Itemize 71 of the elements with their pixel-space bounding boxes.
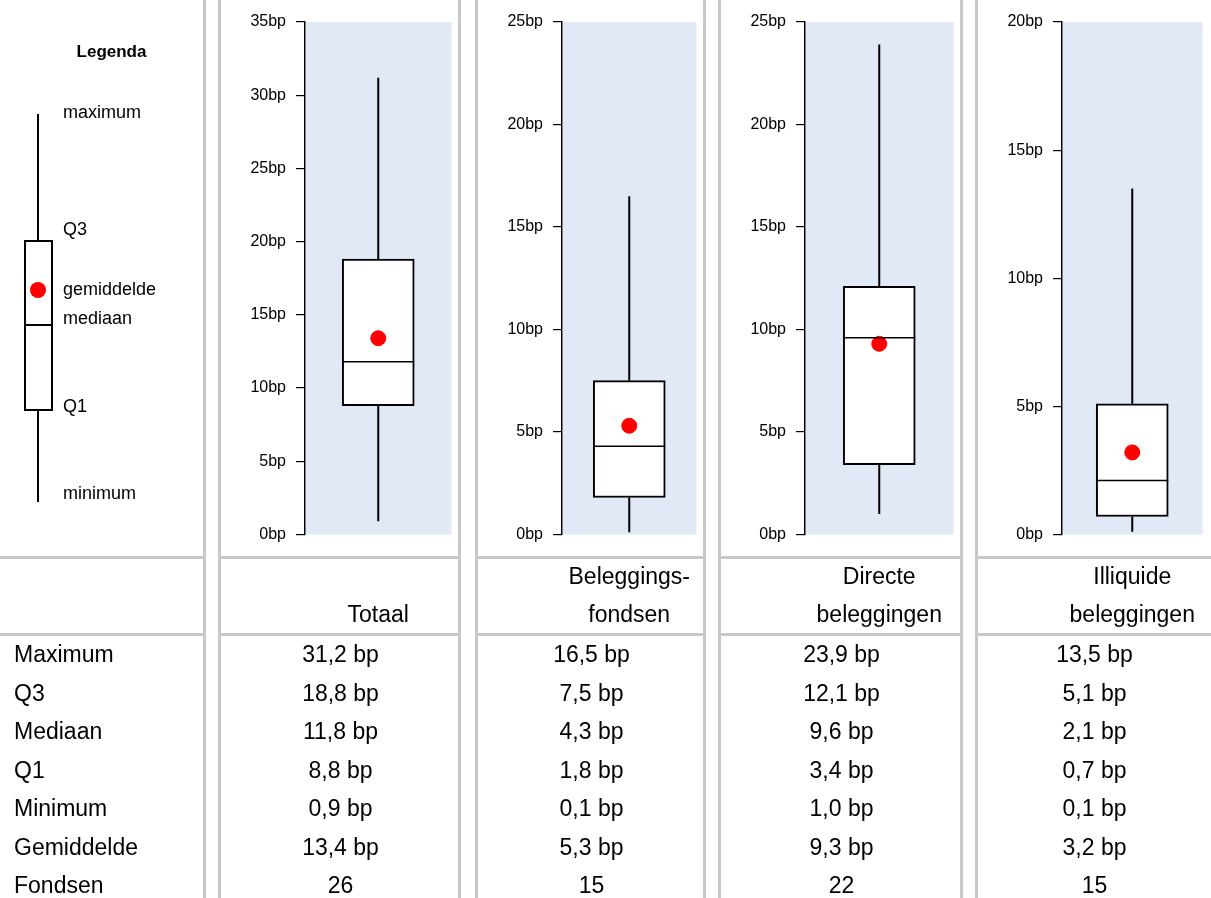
text: 2,1 bp — [1061, 717, 1128, 746]
text: mediaan — [63, 307, 133, 329]
text: Q3 — [63, 218, 88, 240]
y-tick-label: 20bp — [1007, 12, 1044, 30]
text: 15 — [1080, 871, 1109, 898]
text: Legenda — [75, 42, 148, 62]
y-tick-label: 15bp — [1007, 140, 1044, 158]
text: 18,8 bp — [301, 678, 380, 708]
y-tick-label: 5bp — [759, 422, 787, 440]
text: Mediaan — [14, 717, 103, 746]
text: gemiddelde — [63, 278, 157, 300]
text: minimum — [63, 482, 137, 504]
text: 15 — [577, 871, 606, 898]
y-tick-label: 20bp — [507, 114, 544, 132]
y-tick-label: 10bp — [250, 378, 287, 396]
text: 0,1 bp — [558, 794, 625, 823]
text: 5,1 bp — [1061, 678, 1128, 708]
text: 16,5 bp — [552, 640, 631, 669]
text: 9,6 bp — [808, 717, 875, 746]
y-tick-label: 25bp — [250, 158, 287, 176]
text: 1,8 bp — [558, 755, 625, 785]
y-tick-label: 20bp — [250, 232, 287, 250]
category-label: Directe beleggingen — [816, 563, 942, 627]
text: 31,2 bp — [301, 640, 380, 669]
text: Maximum — [14, 640, 114, 669]
text: 9,3 bp — [808, 832, 875, 862]
text: 3,2 bp — [1061, 832, 1128, 862]
text: 26 — [326, 871, 355, 898]
y-tick-label: 15bp — [507, 217, 544, 235]
text: 1,0 bp — [808, 794, 875, 823]
text: 13,5 bp — [1055, 640, 1134, 669]
y-tick-label: 15bp — [250, 305, 287, 323]
y-tick-label: 5bp — [516, 422, 544, 440]
y-tick-label: 0bp — [259, 524, 287, 542]
y-tick-label: 5bp — [259, 451, 287, 469]
y-tick-label: 0bp — [1016, 524, 1044, 542]
text: Gemiddelde — [14, 832, 139, 862]
category-label: Totaal — [347, 601, 409, 627]
text: 0,9 bp — [307, 794, 374, 823]
text: Q3 — [14, 678, 45, 708]
y-tick-label: 35bp — [250, 12, 287, 30]
text: 0,1 bp — [1061, 794, 1128, 823]
y-tick-label: 10bp — [750, 319, 787, 337]
text: 12,1 bp — [802, 678, 881, 708]
text: Q1 — [63, 395, 88, 417]
text: maximum — [63, 101, 142, 123]
y-tick-label: 15bp — [750, 217, 787, 235]
text: 11,8 bp — [302, 717, 379, 746]
text: 0,7 bp — [1061, 755, 1128, 785]
text: Fondsen — [14, 871, 104, 898]
y-tick-label: 25bp — [750, 12, 787, 30]
text: 3,4 bp — [808, 755, 875, 785]
text: 23,9 bp — [802, 640, 881, 669]
y-tick-label: 0bp — [759, 524, 787, 542]
text: Minimum — [14, 794, 108, 823]
text: 22 — [827, 871, 856, 898]
text: 13,4 bp — [301, 832, 380, 862]
category-label: Beleggings- fondsen — [568, 563, 690, 627]
text: 8,8 bp — [307, 755, 374, 785]
category-label: Illiquide beleggingen — [1069, 563, 1195, 627]
y-tick-label: 10bp — [507, 319, 544, 337]
y-tick-label: 30bp — [250, 85, 287, 103]
y-tick-label: 20bp — [750, 114, 787, 132]
text: Q1 — [14, 755, 45, 785]
y-tick-label: 0bp — [516, 524, 544, 542]
y-tick-label: 10bp — [1007, 268, 1044, 286]
text: 4,3 bp — [558, 717, 625, 746]
y-tick-label: 5bp — [1016, 396, 1044, 414]
y-tick-label: 25bp — [507, 12, 544, 30]
text: 7,5 bp — [558, 678, 625, 708]
text: 5,3 bp — [558, 832, 625, 862]
